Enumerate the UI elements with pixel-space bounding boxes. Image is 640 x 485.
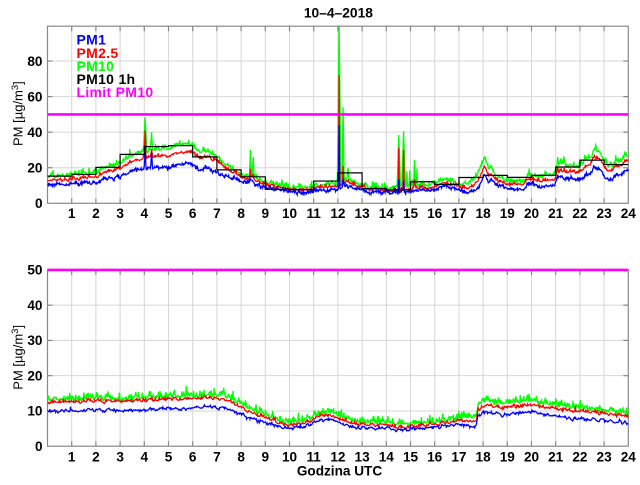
svg-text:23: 23 xyxy=(597,449,613,464)
svg-text:12: 12 xyxy=(330,449,346,464)
svg-text:PM [µg/m3]: PM [µg/m3] xyxy=(10,81,25,146)
svg-text:PM1: PM1 xyxy=(77,32,107,48)
svg-text:0: 0 xyxy=(35,439,43,454)
svg-text:24: 24 xyxy=(621,206,637,221)
svg-text:20: 20 xyxy=(27,161,42,176)
svg-text:Limit PM10: Limit PM10 xyxy=(77,84,154,100)
svg-text:16: 16 xyxy=(427,449,443,464)
svg-text:9: 9 xyxy=(262,206,270,221)
svg-text:24: 24 xyxy=(621,449,637,464)
svg-text:2: 2 xyxy=(92,206,100,221)
svg-text:10–4–2018: 10–4–2018 xyxy=(304,5,373,20)
svg-text:13: 13 xyxy=(355,206,371,221)
svg-text:15: 15 xyxy=(403,449,419,464)
svg-text:PM [µg/m3]: PM [µg/m3] xyxy=(10,325,25,390)
svg-text:1: 1 xyxy=(68,449,76,464)
svg-text:14: 14 xyxy=(379,206,395,221)
svg-text:21: 21 xyxy=(548,206,564,221)
svg-text:7: 7 xyxy=(213,206,221,221)
svg-text:50: 50 xyxy=(27,263,42,278)
svg-text:23: 23 xyxy=(597,206,613,221)
svg-text:22: 22 xyxy=(572,449,588,464)
svg-text:3: 3 xyxy=(116,206,124,221)
svg-text:18: 18 xyxy=(476,206,492,221)
svg-text:10: 10 xyxy=(27,404,42,419)
svg-text:80: 80 xyxy=(27,54,42,69)
svg-text:20: 20 xyxy=(27,369,42,384)
svg-text:21: 21 xyxy=(548,449,564,464)
svg-text:18: 18 xyxy=(476,449,492,464)
svg-text:6: 6 xyxy=(189,206,197,221)
svg-text:11: 11 xyxy=(307,449,322,464)
svg-text:3: 3 xyxy=(116,449,124,464)
svg-text:20: 20 xyxy=(524,206,539,221)
svg-text:40: 40 xyxy=(27,125,42,140)
svg-text:40: 40 xyxy=(27,298,42,313)
svg-text:60: 60 xyxy=(27,89,42,104)
svg-text:Godzina UTC: Godzina UTC xyxy=(297,464,383,479)
svg-text:9: 9 xyxy=(262,449,270,464)
svg-text:15: 15 xyxy=(403,206,419,221)
svg-text:22: 22 xyxy=(572,206,588,221)
svg-text:PM10 1h: PM10 1h xyxy=(77,71,136,87)
svg-text:17: 17 xyxy=(451,449,466,464)
svg-text:10: 10 xyxy=(282,449,297,464)
svg-text:19: 19 xyxy=(500,449,516,464)
svg-text:8: 8 xyxy=(237,449,245,464)
svg-text:6: 6 xyxy=(189,449,197,464)
svg-text:5: 5 xyxy=(165,449,173,464)
svg-text:17: 17 xyxy=(451,206,466,221)
svg-text:PM10: PM10 xyxy=(77,58,115,74)
svg-text:5: 5 xyxy=(165,206,173,221)
svg-text:8: 8 xyxy=(237,206,245,221)
svg-text:10: 10 xyxy=(282,206,297,221)
svg-text:19: 19 xyxy=(500,206,516,221)
svg-text:2: 2 xyxy=(92,449,100,464)
svg-text:7: 7 xyxy=(213,449,221,464)
svg-text:1: 1 xyxy=(68,206,76,221)
svg-text:4: 4 xyxy=(141,449,149,464)
svg-text:30: 30 xyxy=(27,333,42,348)
svg-text:11: 11 xyxy=(307,206,322,221)
svg-text:PM2.5: PM2.5 xyxy=(77,45,119,61)
svg-text:12: 12 xyxy=(330,206,346,221)
svg-text:4: 4 xyxy=(141,206,149,221)
svg-text:16: 16 xyxy=(427,206,443,221)
svg-text:13: 13 xyxy=(355,449,371,464)
svg-text:20: 20 xyxy=(524,449,539,464)
svg-text:14: 14 xyxy=(379,449,395,464)
svg-text:0: 0 xyxy=(35,196,43,211)
